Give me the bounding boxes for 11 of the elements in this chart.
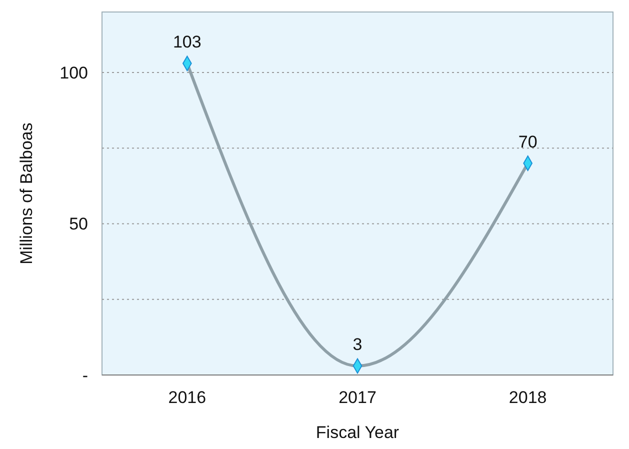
x-tick-label: 2017	[338, 388, 376, 407]
data-label: 70	[518, 132, 538, 152]
y-tick-label: -	[82, 366, 88, 385]
y-tick-label: 50	[69, 214, 88, 234]
x-axis-title: Fiscal Year	[316, 423, 400, 442]
data-label: 103	[172, 32, 202, 52]
y-axis-title: Millions of Balboas	[17, 122, 36, 264]
y-tick-label: 100	[60, 63, 88, 82]
x-tick-label: 2016	[168, 388, 206, 407]
data-label: 3	[352, 334, 362, 354]
x-tick-label: 2018	[508, 388, 547, 407]
